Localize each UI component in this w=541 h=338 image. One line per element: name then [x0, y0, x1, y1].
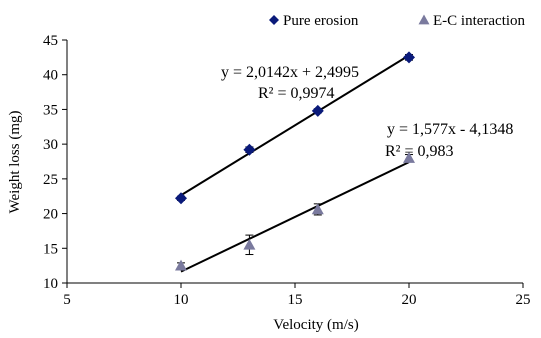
y-tick-label: 45: [43, 33, 58, 49]
data-point-e-c-interaction: [175, 259, 187, 271]
equation-annotations: y = 2,0142x + 2,4995 R² = 0,9974 y = 1,577…: [221, 64, 513, 160]
y-tick-label: 20: [43, 207, 58, 223]
r-squared-label: R² = 0,983: [385, 143, 454, 160]
trendline-equation: y = 1,577x - 4,1348: [387, 121, 513, 138]
trendlines: [180, 54, 410, 273]
x-tick-label: 5: [63, 292, 71, 308]
x-axis-label: Velocity (m/s): [273, 317, 358, 333]
data-point-e-c-interaction: [403, 152, 415, 163]
y-tick-label: 35: [43, 102, 58, 118]
data-point-pure-erosion: [403, 51, 415, 64]
y-tick-label: 40: [43, 68, 58, 84]
legend: Pure erosion E-C interaction: [269, 13, 526, 29]
trendline-pure-erosion: [180, 54, 410, 197]
legend-marker-diamond: [269, 15, 279, 25]
data-point-e-c-interaction: [311, 203, 324, 215]
data-point-e-c-interaction: [243, 238, 256, 250]
legend-label: Pure erosion: [283, 13, 359, 29]
data-point-pure-erosion: [175, 192, 187, 205]
data-point-pure-erosion: [243, 143, 256, 156]
y-tick-label: 10: [43, 276, 58, 292]
trendline-equation: y = 2,0142x + 2,4995: [221, 64, 359, 81]
legend-marker-triangle: [418, 14, 430, 25]
r-squared-label: R² = 0,9974: [258, 85, 335, 102]
x-tick-label: 10: [174, 292, 189, 308]
axes: [62, 39, 524, 288]
x-tick-label: 15: [288, 292, 303, 308]
y-axis-label: Weight loss (mg): [7, 111, 23, 214]
tick-labels: 5 10 15 20 25 10 15 20 25 30 35 40 45: [43, 33, 531, 308]
data-point-pure-erosion: [311, 104, 324, 117]
legend-label: E-C interaction: [433, 13, 526, 29]
y-tick-label: 30: [43, 137, 58, 153]
y-tick-label: 15: [43, 241, 58, 257]
trendline-e-c-interaction: [180, 161, 410, 273]
x-tick-label: 20: [402, 292, 417, 308]
x-tick-label: 25: [516, 292, 531, 308]
y-tick-label: 25: [43, 172, 58, 188]
data-markers: [175, 51, 415, 271]
